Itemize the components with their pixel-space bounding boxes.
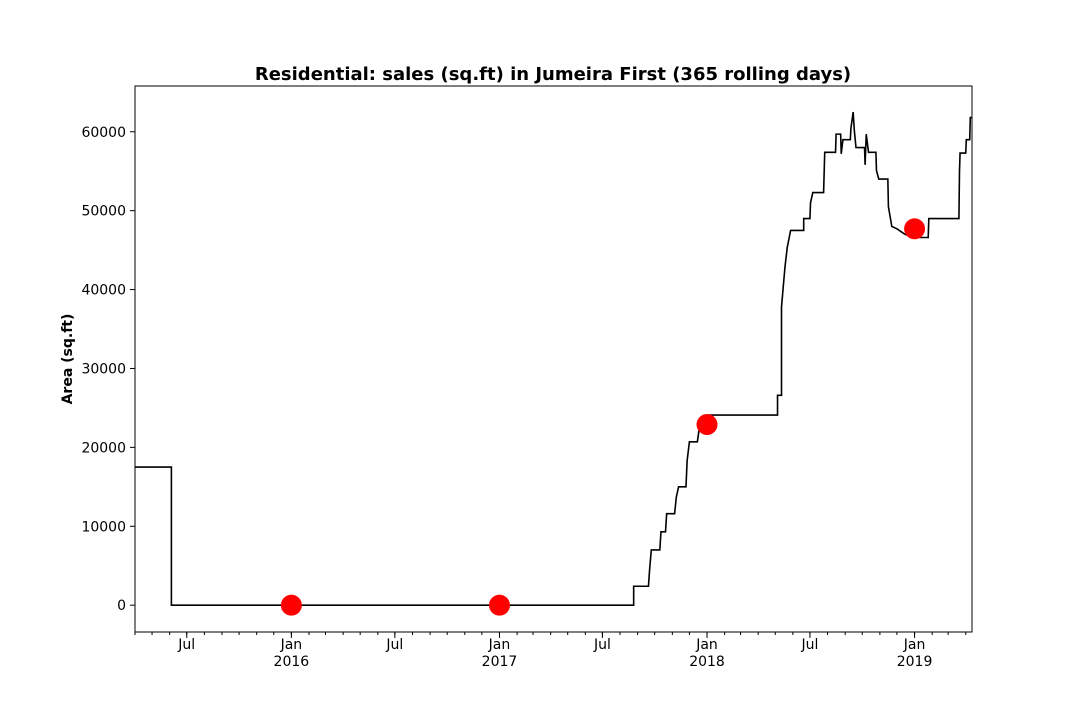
series-line-0 (135, 111, 972, 606)
marker-point (488, 594, 510, 616)
y-tick-label: 30000 (81, 361, 126, 377)
x-tick-label: Jan (903, 637, 926, 653)
x-tick-year-label: 2016 (274, 654, 310, 670)
x-tick-year-label: 2018 (689, 654, 725, 670)
chart-title: Residential: sales (sq.ft) in Jumeira Fi… (255, 64, 851, 85)
x-tick-label: Jul (177, 637, 195, 653)
x-tick-label: Jan (280, 637, 303, 653)
marker-point (280, 594, 302, 616)
y-tick-label: 10000 (81, 519, 126, 535)
marker-point (904, 218, 926, 240)
y-tick-label: 0 (117, 598, 126, 614)
y-axis: 0 10000 20000 30000 40000 50000 60000 (81, 125, 135, 614)
plot-frame (134, 85, 973, 633)
y-axis-label: Area (sq.ft) (60, 314, 76, 405)
x-tick-label: Jul (800, 637, 818, 653)
y-tick-label: 40000 (81, 283, 126, 299)
y-tick-label: 50000 (81, 204, 126, 220)
y-tick-label: 20000 (81, 440, 126, 456)
x-tick-label: Jan (695, 637, 718, 653)
y-tick-label: 60000 (81, 125, 126, 141)
plot-area (135, 111, 972, 616)
x-tick-label: Jul (593, 637, 611, 653)
x-tick-year-label: 2019 (897, 654, 933, 670)
x-tick-label: Jan (488, 637, 511, 653)
x-tick-year-label: 2017 (482, 654, 518, 670)
marker-point (696, 413, 718, 435)
x-tick-label: Jul (385, 637, 403, 653)
